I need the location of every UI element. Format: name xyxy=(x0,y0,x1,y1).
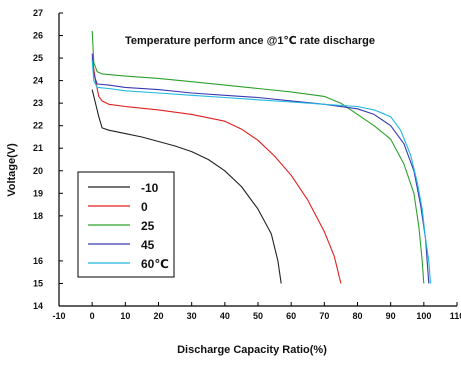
y-tick-label: 22 xyxy=(33,121,43,131)
x-tick-label: 110 xyxy=(450,311,461,321)
legend-label-3: 45 xyxy=(141,238,155,252)
chart-title: Temperature perform ance @1℃ rate discha… xyxy=(125,35,375,47)
y-tick-label: 14 xyxy=(33,301,43,311)
y-tick-label: 23 xyxy=(33,98,43,108)
x-tick-label: 20 xyxy=(153,311,163,321)
series-line-4 xyxy=(91,60,432,284)
legend-label-4: 60℃ xyxy=(141,257,169,271)
x-tick-label: 70 xyxy=(319,311,329,321)
x-tick-label: 50 xyxy=(253,311,263,321)
y-tick-label: 27 xyxy=(33,8,43,18)
y-tick-label: 18 xyxy=(33,211,43,221)
series-line-0 xyxy=(91,89,282,284)
x-tick-label: 0 xyxy=(90,311,95,321)
y-tick-label: 25 xyxy=(33,53,43,63)
x-tick-label: 100 xyxy=(416,311,431,321)
x-tick-label: 10 xyxy=(120,311,130,321)
y-tick-label: 26 xyxy=(33,31,43,41)
y-axis-ticks: 14 15 16 18 19 20 21 22 23 24 25 26 27 xyxy=(33,8,63,311)
legend-label-0: -10 xyxy=(141,181,159,195)
x-tick-label: -10 xyxy=(52,311,65,321)
y-tick-label: 15 xyxy=(33,278,43,288)
y-tick-label: 24 xyxy=(33,76,43,86)
y-tick-label: 21 xyxy=(33,143,43,153)
legend: -10 0 25 45 60℃ xyxy=(77,171,175,278)
series-line-2 xyxy=(91,30,425,284)
series-lines xyxy=(91,30,432,284)
legend-label-2: 25 xyxy=(141,219,155,233)
x-tick-label: 80 xyxy=(352,311,362,321)
y-tick-label: 19 xyxy=(33,188,43,198)
plot-area: -10 0 10 20 30 40 50 60 70 80 90 100 110 14 15 16 18 19 2… xyxy=(33,8,461,321)
legend-label-1: 0 xyxy=(141,200,148,214)
legend-items: -10 0 25 45 60℃ xyxy=(88,181,169,271)
x-tick-label: 30 xyxy=(187,311,197,321)
x-tick-label: 90 xyxy=(386,311,396,321)
y-tick-label: 16 xyxy=(33,256,43,266)
x-tick-label: 40 xyxy=(220,311,230,321)
y-tick-label: 20 xyxy=(33,166,43,176)
y-axis-title: Voltage(V) xyxy=(6,143,18,197)
x-tick-label: 60 xyxy=(286,311,296,321)
x-axis-title: Discharge Capacity Ratio(%) xyxy=(177,344,327,356)
series-line-1 xyxy=(91,58,342,284)
x-axis-ticks: -10 0 10 20 30 40 50 60 70 80 90 100 110 xyxy=(52,302,461,321)
